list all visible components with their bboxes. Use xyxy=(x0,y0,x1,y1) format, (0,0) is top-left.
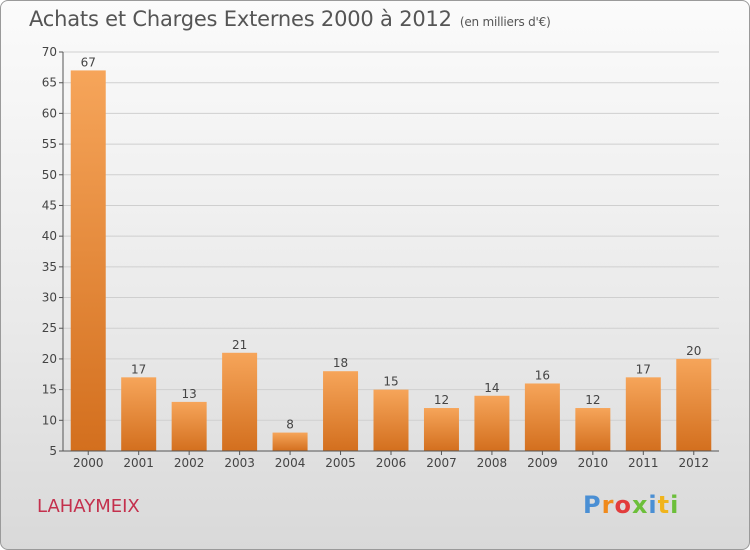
logo-letter: o xyxy=(614,491,632,519)
logo-letter: r xyxy=(601,491,615,519)
x-tick-label: 2007 xyxy=(426,456,457,470)
x-tick-label: 2004 xyxy=(275,456,306,470)
chart-title: Achats et Charges Externes 2000 à 2012 (e… xyxy=(29,7,551,31)
bar-value-label: 18 xyxy=(333,356,348,370)
y-tick-label: 25 xyxy=(42,321,57,335)
logo-letter: i xyxy=(648,491,658,519)
y-tick-label: 70 xyxy=(42,45,57,59)
bars: 67 17 13 21 8 18 15 12 14 16 12 17 20 xyxy=(70,55,712,452)
logo-letter: x xyxy=(631,491,649,519)
bar xyxy=(373,389,409,451)
bar-value-label: 12 xyxy=(585,393,600,407)
bar-value-label: 67 xyxy=(81,55,96,69)
x-tick-label: 2000 xyxy=(73,456,104,470)
x-tick-label: 2002 xyxy=(174,456,205,470)
commune-name: LAHAYMEIX xyxy=(37,496,140,517)
bar-value-label: 21 xyxy=(232,338,247,352)
logo-letter: i xyxy=(670,491,680,519)
y-tick-label: 40 xyxy=(42,229,57,243)
bar xyxy=(575,408,611,451)
bar-value-label: 13 xyxy=(182,387,197,401)
bar xyxy=(70,70,106,452)
bar xyxy=(474,395,510,451)
proxiti-logo[interactable]: Proxiti xyxy=(583,491,679,519)
bar-value-label: 8 xyxy=(286,418,294,432)
x-tick-label: 2008 xyxy=(477,456,508,470)
bar-value-label: 20 xyxy=(686,344,701,358)
chart-title-text: Achats et Charges Externes 2000 à 2012 xyxy=(29,7,452,31)
y-tick-label: 65 xyxy=(42,76,57,90)
y-axis-ticks: 5 10 15 20 25 30 35 40 45 50 55 60 65 70 xyxy=(42,45,63,458)
y-tick-label: 60 xyxy=(42,106,57,120)
chart-subtitle: (en milliers d'€) xyxy=(459,15,551,29)
bar xyxy=(121,377,157,451)
x-tick-label: 2006 xyxy=(376,456,407,470)
grid-lines xyxy=(63,51,719,421)
x-tick-label: 2001 xyxy=(123,456,154,470)
bar xyxy=(222,352,258,451)
bar xyxy=(524,383,560,451)
bar xyxy=(171,401,207,451)
y-tick-label: 5 xyxy=(49,444,57,458)
bar-value-label: 15 xyxy=(383,375,398,389)
axes xyxy=(62,52,719,452)
y-tick-label: 20 xyxy=(42,352,57,366)
bar-value-label: 16 xyxy=(535,368,550,382)
bar xyxy=(323,371,359,451)
x-tick-label: 2012 xyxy=(678,456,709,470)
bar-value-label: 14 xyxy=(484,381,499,395)
x-tick-label: 2009 xyxy=(527,456,558,470)
y-tick-label: 30 xyxy=(42,291,57,305)
bar xyxy=(272,432,308,451)
y-tick-label: 10 xyxy=(42,413,57,427)
y-tick-label: 45 xyxy=(42,198,57,212)
bar-value-label: 17 xyxy=(636,362,651,376)
bar-value-label: 17 xyxy=(131,362,146,376)
x-tick-label: 2010 xyxy=(578,456,609,470)
bar xyxy=(625,377,661,451)
logo-letter: t xyxy=(657,491,671,519)
bar xyxy=(423,408,459,451)
bar xyxy=(676,358,712,451)
logo-letter: P xyxy=(583,491,602,519)
bar-value-label: 12 xyxy=(434,393,449,407)
y-tick-label: 50 xyxy=(42,168,57,182)
y-tick-label: 35 xyxy=(42,260,57,274)
y-tick-label: 15 xyxy=(42,383,57,397)
x-tick-label: 2003 xyxy=(224,456,255,470)
x-tick-label: 2011 xyxy=(628,456,659,470)
y-tick-label: 55 xyxy=(42,137,57,151)
x-axis-ticks: 2000 2001 2002 2003 2004 2005 2006 2007 2008 2009… xyxy=(73,451,709,470)
x-tick-label: 2005 xyxy=(325,456,356,470)
